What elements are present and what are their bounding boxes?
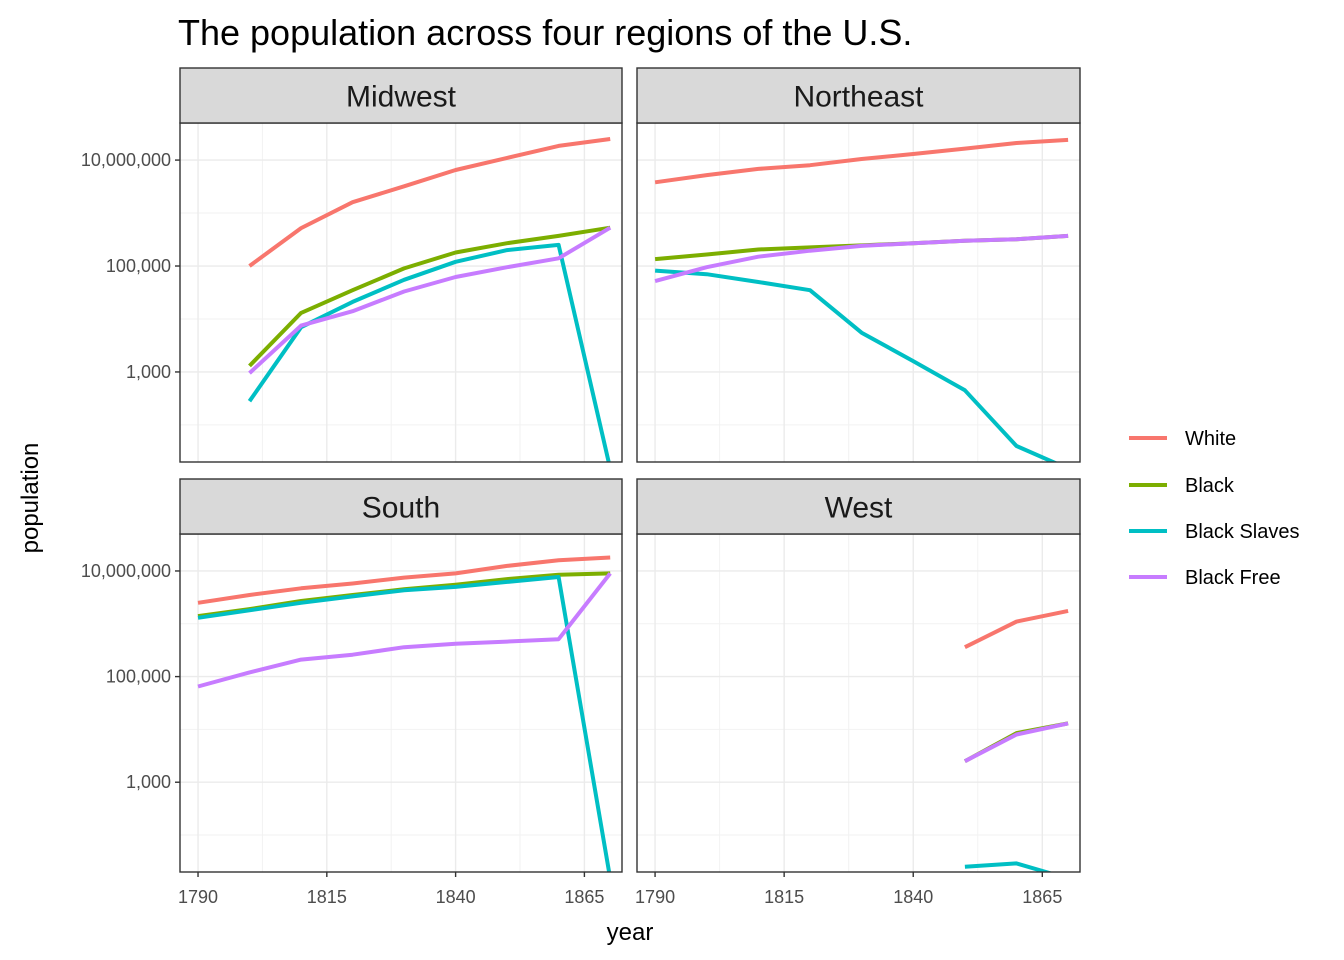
legend-item-white: White [1129,428,1236,450]
panel-background [180,534,622,872]
facet-strip [179,478,623,535]
panel-background [637,534,1080,872]
series-line-black-free [963,721,1069,763]
series-line-black-free [197,572,612,689]
x-tick-label: 1865 [1022,887,1062,907]
legend-item-black: Black [1129,475,1235,497]
series-line-black-free [654,233,1069,284]
legend-label: Black Slaves [1185,521,1300,543]
series-line-black [248,225,611,368]
facet-strip [636,478,1081,535]
panel-background [637,123,1080,462]
y-tick-label: 100,000 [106,256,171,276]
y-axis: 1,000 100,000 10,000,000 1,000 100,000 10,000… [81,150,180,792]
panel-midwest: Midwest [179,67,623,463]
chart-title: The population across four regions of th… [178,12,912,53]
x-tick-label: 1865 [564,887,604,907]
series-line-white [248,137,611,268]
panel-northeast: Northeast [636,67,1081,463]
facet-strip [636,67,1081,124]
y-axis-title: population [17,443,44,554]
y-tick-label: 100,000 [106,667,171,687]
y-tick-label: 1,000 [126,362,171,382]
x-axis-title: year [607,919,654,946]
panel-south: South [179,478,623,873]
legend-item-black-free: Black Free [1129,567,1281,589]
series-line-black-slaves [197,575,612,872]
x-tick-label: 1790 [178,887,218,907]
x-tick-label: 1840 [893,887,933,907]
series-line-white [197,555,611,605]
y-tick-label: 10,000,000 [81,150,171,170]
facet-strip [179,67,623,124]
facet-label: West [825,492,893,525]
x-axis: 1790 1815 1840 1865 1790 1815 1840 1865 [178,872,1062,907]
facet-label: South [362,492,440,525]
x-tick-label: 1790 [635,887,675,907]
x-tick-label: 1815 [307,887,347,907]
legend-item-black-slaves: Black Slaves [1129,521,1300,543]
facet-label: Northeast [793,81,924,114]
series-line-black-slaves [654,268,1059,462]
legend-label: Black [1185,475,1235,497]
series-line-black-slaves [964,861,1054,872]
x-tick-label: 1840 [436,887,476,907]
panel-west: West [636,478,1081,873]
y-tick-label: 1,000 [126,772,171,792]
series-line-white [654,137,1069,185]
series-line-white [964,608,1069,649]
x-tick-label: 1815 [764,887,804,907]
series-line-black-free [248,225,612,375]
legend-label: White [1185,428,1236,450]
legend-label: Black Free [1185,567,1281,589]
facet-panels: Midwest Northeast South West [179,67,1081,873]
y-tick-label: 10,000,000 [81,561,171,581]
legend: White Black Black Slaves Black Free [1129,428,1300,589]
facet-label: Midwest [346,81,457,114]
